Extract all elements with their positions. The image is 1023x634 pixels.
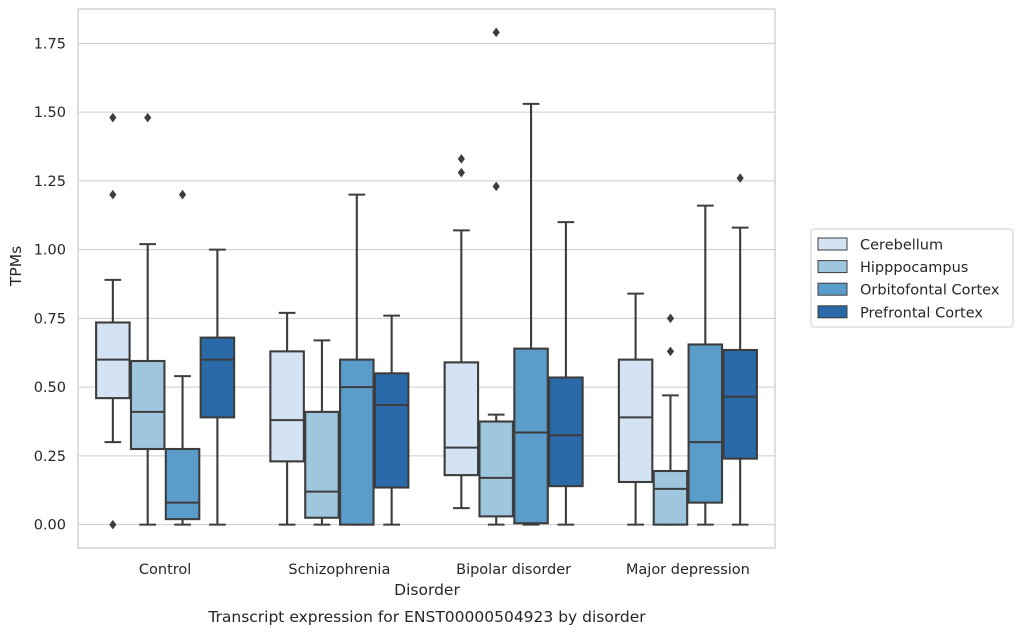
outlier-point	[109, 519, 117, 530]
y-axis-label: TPMs	[7, 246, 25, 287]
outlier-point	[736, 173, 744, 183]
legend-swatch	[817, 282, 848, 296]
y-tick-label: 0.25	[34, 449, 66, 465]
x-axis-label: Disorder	[394, 581, 460, 599]
box-iqr	[373, 372, 410, 489]
x-tick-labels: Control Schizophrenia Bipolar disorder Majo…	[139, 562, 750, 578]
x-tick-label: Major depression	[626, 562, 750, 578]
y-tick-label: 0.75	[34, 311, 66, 327]
outlier-point	[457, 167, 465, 178]
outlier-point	[109, 189, 117, 200]
y-tick-label: 0.00	[34, 518, 66, 534]
box	[478, 27, 514, 526]
legend-swatch	[817, 237, 848, 251]
outlier-point	[457, 154, 465, 164]
legend: Cerebellum Hipppocampus Orbitofontal Corte…	[810, 228, 1014, 328]
y-tick-label: 1.50	[34, 105, 66, 121]
outlier-point	[144, 112, 152, 123]
legend-swatch	[817, 305, 848, 319]
x-tick-label: Schizophrenia	[288, 562, 390, 578]
legend-label: Cerebellum	[860, 238, 943, 254]
box-layer	[95, 27, 758, 530]
box	[513, 102, 549, 526]
box-iqr	[199, 336, 236, 419]
box-iqr	[687, 343, 724, 504]
box	[304, 339, 340, 526]
legend-items: Cerebellum Hipppocampus Orbitofontal Corte…	[817, 237, 1000, 321]
box	[95, 112, 131, 530]
outlier-point	[666, 346, 675, 357]
box	[339, 193, 375, 526]
box	[548, 221, 584, 526]
box	[199, 248, 236, 526]
x-tick-label: Control	[139, 562, 191, 578]
box	[373, 314, 410, 526]
box-iqr	[339, 358, 375, 526]
box	[687, 204, 724, 526]
legend-frame	[810, 228, 1014, 328]
box	[652, 313, 689, 526]
box-iqr	[129, 359, 166, 451]
x-tick-label: Bipolar disorder	[456, 562, 571, 578]
box	[722, 173, 758, 526]
box	[269, 311, 305, 526]
box-iqr	[478, 420, 514, 518]
plot-frame	[77, 8, 776, 549]
y-tick-label: 0.50	[34, 380, 66, 396]
outlier-point	[492, 27, 500, 38]
box-iqr	[443, 361, 480, 477]
box	[443, 154, 480, 510]
box	[617, 292, 654, 526]
box-iqr	[617, 358, 654, 484]
y-tick-labels: 0.00 0.25 0.50 0.75 1.00 1.25 1.50 1.75	[34, 36, 66, 533]
outlier-point	[492, 181, 500, 192]
legend-label: Orbitofontal Cortex	[860, 283, 1000, 299]
y-tick-label: 1.75	[34, 36, 66, 52]
box-iqr	[722, 348, 758, 460]
legend-swatch	[817, 260, 848, 274]
box-iqr	[269, 350, 305, 463]
box-iqr	[164, 447, 201, 521]
chart-title: Transcript expression for ENST0000050492…	[207, 608, 646, 626]
box-iqr	[513, 347, 549, 525]
legend-label: Hipppocampus	[860, 260, 968, 276]
y-tick-label: 1.25	[34, 174, 66, 190]
box-iqr	[652, 469, 689, 526]
box	[164, 189, 201, 526]
box-iqr	[304, 410, 340, 519]
y-tick-label: 1.00	[34, 243, 66, 259]
legend-label: Prefrontal Cortex	[860, 305, 983, 321]
box	[129, 112, 166, 526]
outlier-point	[109, 112, 117, 123]
box-iqr	[548, 376, 584, 488]
outlier-point	[178, 189, 187, 200]
outlier-point	[666, 313, 675, 324]
